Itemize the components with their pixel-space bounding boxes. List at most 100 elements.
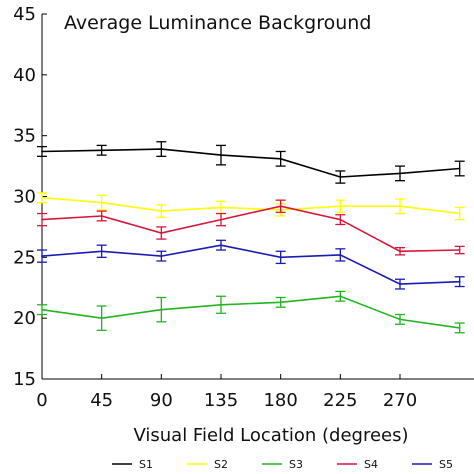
x-tick-label: 0 xyxy=(36,390,47,411)
error-bar xyxy=(335,290,346,302)
data-point xyxy=(100,201,103,204)
x-tick-label: 225 xyxy=(323,390,357,411)
data-point xyxy=(160,255,163,258)
data-point xyxy=(339,205,342,208)
data-point xyxy=(100,149,103,152)
legend-item-s4: S4 xyxy=(337,458,378,471)
x-tick-label: 270 xyxy=(383,390,417,411)
data-point xyxy=(339,254,342,256)
x-axis-label: Visual Field Location (degrees) xyxy=(133,425,408,446)
error-bar xyxy=(275,296,286,308)
y-tick-label: 45 xyxy=(13,4,36,25)
series-s4 xyxy=(37,199,465,256)
x-tick-label: 135 xyxy=(204,390,238,411)
data-point xyxy=(399,172,401,175)
error-bar xyxy=(156,141,167,158)
series-line xyxy=(41,295,460,329)
data-point xyxy=(399,283,401,285)
legend-item-s5: S5 xyxy=(412,458,453,471)
error-bar xyxy=(395,246,405,256)
error-bar xyxy=(395,278,405,290)
data-point xyxy=(220,303,222,306)
legend-label: S5 xyxy=(439,458,453,471)
data-point xyxy=(41,255,43,258)
error-bar xyxy=(335,214,346,226)
error-bar xyxy=(37,249,47,263)
data-point xyxy=(100,317,103,320)
data-point xyxy=(458,167,461,170)
error-bar xyxy=(37,192,47,204)
data-point xyxy=(458,327,461,329)
series-line xyxy=(41,244,460,285)
error-bar xyxy=(335,248,346,262)
data-point xyxy=(279,205,282,208)
error-bar xyxy=(216,295,226,314)
error-bar xyxy=(454,206,465,221)
data-point xyxy=(160,232,163,234)
series-line xyxy=(41,148,460,178)
data-point xyxy=(458,280,461,283)
error-bar xyxy=(395,313,405,325)
data-point xyxy=(339,176,342,178)
legend-item-s3: S3 xyxy=(262,458,303,471)
series-s2 xyxy=(37,192,465,221)
error-bar xyxy=(96,244,107,258)
data-point xyxy=(339,295,342,298)
data-point xyxy=(279,256,282,259)
data-point xyxy=(399,205,401,208)
data-point xyxy=(220,154,222,157)
series-line xyxy=(41,205,460,253)
series-s1 xyxy=(37,141,465,184)
legend-item-s2: S2 xyxy=(187,458,228,471)
error-bar xyxy=(96,210,107,222)
error-bar xyxy=(96,305,107,331)
x-tick-label: 90 xyxy=(150,390,173,411)
x-tick-label: 180 xyxy=(263,390,297,411)
data-point xyxy=(100,215,103,217)
data-point xyxy=(160,308,163,311)
data-point xyxy=(279,301,282,304)
data-point xyxy=(160,210,163,213)
error-bar xyxy=(275,199,286,213)
legend-label: S2 xyxy=(214,458,228,471)
data-point xyxy=(160,148,163,150)
error-bar xyxy=(395,198,405,215)
error-bar xyxy=(335,170,346,184)
y-tick-label: 20 xyxy=(13,308,36,329)
legend: S1 S2 S3 S4 S5 xyxy=(112,458,453,471)
data-point xyxy=(339,218,342,221)
legend-label: S4 xyxy=(364,458,378,471)
series-s5 xyxy=(37,239,465,290)
data-point xyxy=(458,249,461,251)
error-bar xyxy=(454,245,465,255)
legend-label: S3 xyxy=(289,458,303,471)
error-bar xyxy=(156,296,167,323)
axes: 15 20 25 30 35 40 45 0 45 90 135 180 225 270 xyxy=(13,4,474,411)
error-bar xyxy=(275,250,286,265)
error-bar xyxy=(156,226,167,240)
data-point xyxy=(279,157,282,160)
y-tick-label: 40 xyxy=(13,65,36,86)
data-point xyxy=(399,250,401,253)
data-point xyxy=(41,150,43,153)
data-point xyxy=(100,250,103,253)
data-point xyxy=(220,206,222,209)
data-point xyxy=(399,318,401,321)
error-bar xyxy=(156,250,167,262)
error-bar xyxy=(96,144,107,156)
error-bar xyxy=(454,276,465,288)
y-tick-label: 15 xyxy=(13,369,36,390)
data-point xyxy=(41,308,43,311)
data-point xyxy=(41,218,43,221)
error-bar xyxy=(156,204,167,218)
error-bar xyxy=(454,160,465,177)
series-layer xyxy=(37,141,465,334)
chart-title: Average Luminance Background xyxy=(64,12,371,34)
data-point xyxy=(41,196,43,199)
series-line xyxy=(41,196,460,215)
data-point xyxy=(220,244,222,247)
error-bar xyxy=(395,165,405,182)
error-bar xyxy=(216,212,226,227)
error-bar xyxy=(37,145,47,158)
